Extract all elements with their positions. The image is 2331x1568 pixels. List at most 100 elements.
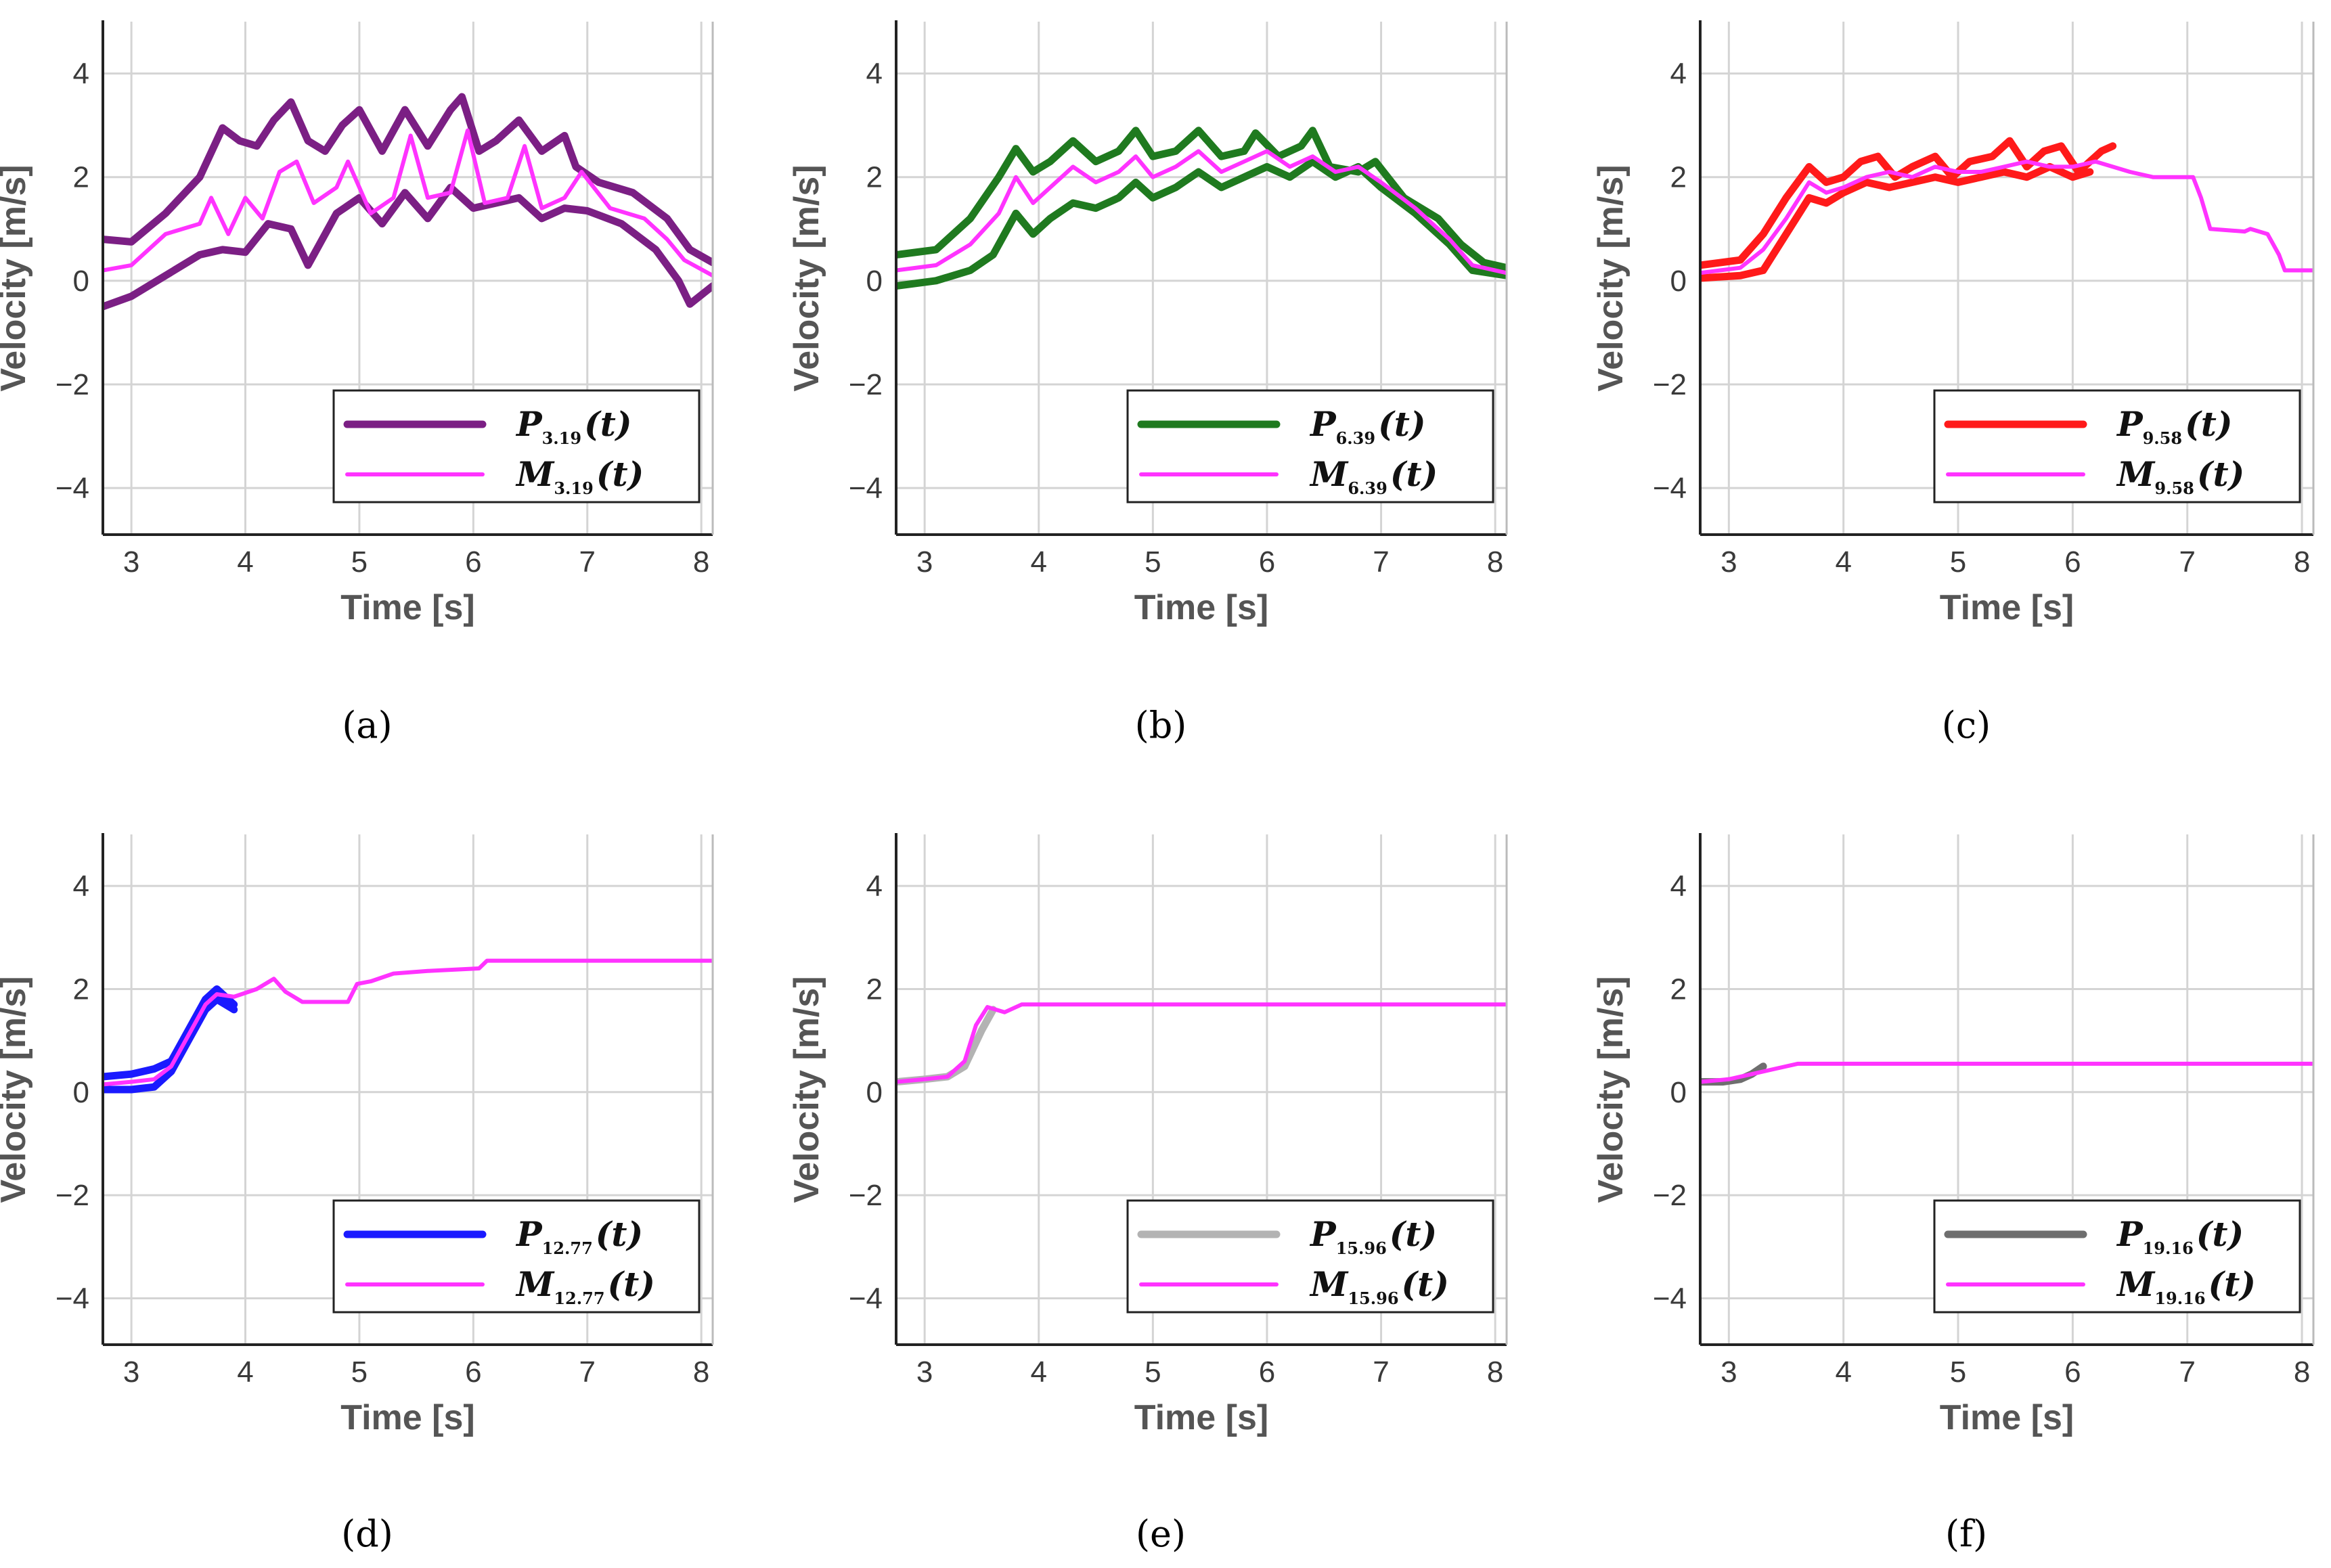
series-line-measured <box>103 183 713 311</box>
legend: P6.39(t)M6.39(t) <box>1126 389 1494 503</box>
panel-caption: (b) <box>1135 704 1187 746</box>
x-tick-label: 8 <box>2294 1356 2310 1389</box>
y-tick-label: −4 <box>849 472 883 505</box>
x-tick-label: 5 <box>1145 1356 1161 1389</box>
legend-subscript: 15.96 <box>1348 1289 1398 1308</box>
legend-label: P3.19(t) <box>515 404 631 448</box>
x-tick-label: 7 <box>579 1356 596 1389</box>
caption-text: (b) <box>1135 704 1187 746</box>
x-tick-label: 6 <box>465 545 481 579</box>
series-line-measured <box>896 158 1507 290</box>
x-tick-label: 4 <box>1835 1356 1851 1389</box>
legend-subscript: 19.16 <box>2143 1238 2194 1258</box>
x-tick-label: 8 <box>2294 545 2310 579</box>
y-axis-label: Velocity [m/s] <box>787 164 826 391</box>
legend-symbol: P <box>515 1214 543 1254</box>
series-group <box>1700 137 2313 282</box>
y-tick-label: −4 <box>1653 1282 1687 1315</box>
x-tick-label: 4 <box>1031 1356 1047 1389</box>
legend-box <box>1933 389 2301 503</box>
legend-subscript: 6.39 <box>1348 478 1387 498</box>
series-line-model <box>103 128 713 278</box>
x-tick-label: 5 <box>1950 545 1966 579</box>
legend-subscript: 9.58 <box>2143 428 2182 448</box>
y-tick-label: 2 <box>73 972 89 1006</box>
y-tick-label: 0 <box>866 1076 883 1109</box>
x-axis-label: Time [s] <box>340 588 474 627</box>
y-axis-label: Velocity [m/s] <box>0 164 33 391</box>
x-tick-label: 7 <box>579 545 596 579</box>
y-tick-label: 2 <box>73 161 89 194</box>
legend-argument: (t) <box>1402 1264 1449 1304</box>
y-axis-label: Velocity [m/s] <box>0 976 33 1203</box>
legend-box <box>1126 1199 1494 1314</box>
y-tick-label: −4 <box>56 1282 89 1315</box>
x-tick-label: 8 <box>1487 1356 1503 1389</box>
series-line-measured <box>103 93 713 267</box>
legend-symbol: P <box>2116 1214 2144 1254</box>
legend-subscript: 3.19 <box>542 428 581 448</box>
y-tick-label: 2 <box>1670 161 1687 194</box>
y-tick-label: 0 <box>1670 265 1687 298</box>
series-group <box>896 127 1507 290</box>
legend-symbol: M <box>1309 454 1349 494</box>
legend-argument: (t) <box>2196 1214 2244 1254</box>
x-tick-label: 4 <box>237 1356 253 1389</box>
x-axis-label: Time [s] <box>1134 1398 1268 1437</box>
series-line-model <box>896 149 1507 275</box>
legend-label: P12.77(t) <box>515 1214 643 1258</box>
legend-subscript: 12.77 <box>554 1289 604 1308</box>
series-line-model <box>1700 159 2313 275</box>
legend-argument: (t) <box>2197 454 2244 494</box>
legend-argument: (t) <box>608 1264 655 1304</box>
series-line-measured <box>1700 162 2094 282</box>
panel-caption: (a) <box>342 704 392 746</box>
y-axis-label: Velocity [m/s] <box>1591 164 1630 391</box>
y-tick-label: 4 <box>866 58 883 91</box>
y-tick-label: 4 <box>1670 58 1687 91</box>
y-tick-label: −2 <box>849 368 883 401</box>
y-tick-label: −2 <box>56 368 89 401</box>
series-line-model <box>103 958 713 1087</box>
legend-argument: (t) <box>1390 1214 1437 1254</box>
caption-text: (a) <box>342 704 392 746</box>
panel-caption: (e) <box>1136 1513 1186 1555</box>
series-group <box>896 1002 1507 1086</box>
x-tick-label: 6 <box>2064 1356 2081 1389</box>
x-tick-label: 7 <box>2179 1356 2195 1389</box>
legend-symbol: P <box>2116 404 2144 444</box>
caption-text: (f) <box>1945 1513 1987 1555</box>
legend-label: P15.96(t) <box>1309 1214 1437 1258</box>
x-tick-label: 6 <box>2064 545 2081 579</box>
y-tick-label: 0 <box>73 1076 89 1109</box>
x-axis-label: Time [s] <box>1134 588 1268 627</box>
y-tick-label: 0 <box>1670 1076 1687 1109</box>
x-tick-label: 4 <box>1835 545 1851 579</box>
y-tick-label: −2 <box>1653 368 1687 401</box>
x-tick-label: 6 <box>1259 1356 1275 1389</box>
y-tick-label: −2 <box>1653 1179 1687 1212</box>
legend-symbol: P <box>1309 404 1337 444</box>
y-tick-label: −4 <box>849 1282 883 1315</box>
x-axis-label: Time [s] <box>1940 588 2074 627</box>
series-line-measured <box>103 995 238 1094</box>
legend-symbol: P <box>515 404 543 444</box>
x-tick-label: 3 <box>123 1356 139 1389</box>
series-line-measured <box>103 985 238 1081</box>
x-tick-label: 5 <box>1145 545 1161 579</box>
legend-subscript: 6.39 <box>1336 428 1375 448</box>
legend-box <box>1933 1199 2301 1314</box>
series-line-measured <box>1700 137 2117 269</box>
panel-caption: (d) <box>341 1513 393 1555</box>
y-axis-label: Velocity [m/s] <box>787 976 826 1203</box>
y-axis-label: Velocity [m/s] <box>1591 976 1630 1203</box>
legend-symbol: P <box>1309 1214 1337 1254</box>
x-tick-label: 8 <box>693 1356 709 1389</box>
y-tick-label: 2 <box>866 161 883 194</box>
x-tick-label: 4 <box>1031 545 1047 579</box>
series-line-measured <box>896 127 1507 272</box>
